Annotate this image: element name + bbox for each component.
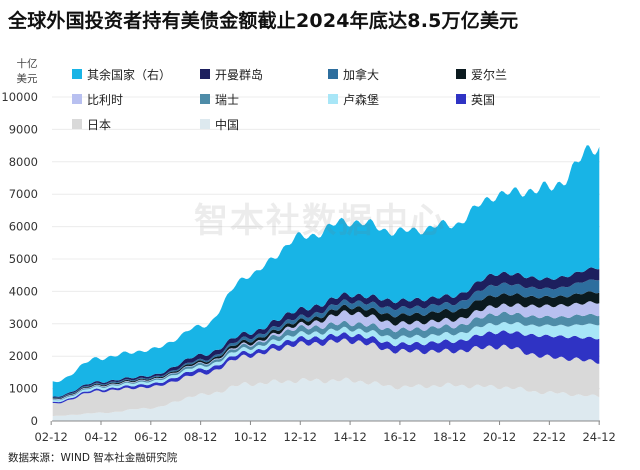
x-tick-label: 18-12 <box>433 430 466 444</box>
legend-item: 其余国家（右） <box>72 66 171 82</box>
legend-item: 爱尔兰 <box>456 66 507 82</box>
y-tick-label: 7000 <box>9 187 38 201</box>
area-series-8 <box>52 267 600 398</box>
legend-label: 开曼群岛 <box>215 67 264 82</box>
legend-swatch <box>456 69 466 79</box>
y-tick-label: 2000 <box>9 349 38 363</box>
legend-item: 瑞士 <box>200 91 239 107</box>
legend-label: 瑞士 <box>215 92 240 107</box>
legend-label: 中国 <box>215 117 240 132</box>
legend-item: 英国 <box>456 91 495 107</box>
legend-swatch <box>328 69 338 79</box>
x-tick-label: 20-12 <box>483 430 516 444</box>
legend-label: 日本 <box>87 117 112 132</box>
x-tick-label: 02-12 <box>34 430 67 444</box>
legend-label: 卢森堡 <box>343 92 380 107</box>
x-tick-label: 14-12 <box>333 430 366 444</box>
legend-label: 加拿大 <box>343 67 380 82</box>
y-tick-label: 8000 <box>9 155 38 169</box>
legend-swatch <box>200 69 210 79</box>
watermark-layer: 智本社数据中心 <box>194 201 446 241</box>
legend-swatch <box>328 94 338 104</box>
x-tick-label: 22-12 <box>533 430 566 444</box>
x-tick-label: 06-12 <box>134 430 167 444</box>
x-tick-label: 24-12 <box>582 430 615 444</box>
legend-item: 比利时 <box>72 91 123 107</box>
legend-label: 比利时 <box>87 92 124 107</box>
unit-label-line1: 十亿 <box>16 58 38 70</box>
legend-item: 日本 <box>72 116 111 132</box>
legend-swatch <box>200 119 210 129</box>
y-tick-label: 6000 <box>9 220 38 234</box>
legend-swatch <box>200 94 210 104</box>
area-series-2 <box>52 330 600 404</box>
area-series-6 <box>52 291 600 399</box>
area-series-3 <box>52 322 600 403</box>
legend-swatch <box>72 69 82 79</box>
area-series-7 <box>52 279 600 399</box>
area-layer <box>52 145 600 421</box>
x-tick-label: 04-12 <box>84 430 117 444</box>
unit-label-line2: 美元 <box>16 73 38 85</box>
legend-item: 加拿大 <box>328 66 379 82</box>
y-tick-label: 1000 <box>9 382 38 396</box>
legend-item: 卢森堡 <box>328 91 379 107</box>
x-tick-label: 16-12 <box>383 430 416 444</box>
watermark-text: 智本社数据中心 <box>194 201 446 241</box>
area-series-1 <box>52 338 600 417</box>
legend-item: 开曼群岛 <box>200 66 263 82</box>
area-series-5 <box>52 301 600 400</box>
chart-title: 全球外国投资者持有美债金额截止2024年底达8.5万亿美元 <box>8 10 519 32</box>
axis-layer: 0 1000 2000 3000 4000 5000 6000 7000 8000 9000 100… <box>1 90 615 444</box>
legend-label: 爱尔兰 <box>471 67 508 82</box>
y-tick-label: 10000 <box>1 90 38 104</box>
y-tick-label: 3000 <box>9 317 38 331</box>
legend-swatch <box>72 94 82 104</box>
x-tick-label: 12-12 <box>284 430 317 444</box>
legend-label: 英国 <box>471 92 496 107</box>
x-tick-label: 10-12 <box>234 430 267 444</box>
y-tick-label: 5000 <box>9 252 38 266</box>
y-tick-label: 0 <box>31 414 38 428</box>
legend-item: 中国 <box>200 116 239 132</box>
legend-swatch <box>72 119 82 129</box>
legend-swatch <box>456 94 466 104</box>
source-note: 数据来源：WIND 智本社金融研究院 <box>8 452 178 464</box>
y-tick-label: 4000 <box>9 284 38 298</box>
legend-label: 其余国家（右） <box>87 67 172 82</box>
area-series-4 <box>52 311 600 401</box>
area-series-0 <box>52 377 600 421</box>
y-tick-label: 9000 <box>9 122 38 136</box>
x-tick-label: 08-12 <box>184 430 217 444</box>
area-series-9 <box>52 145 600 397</box>
